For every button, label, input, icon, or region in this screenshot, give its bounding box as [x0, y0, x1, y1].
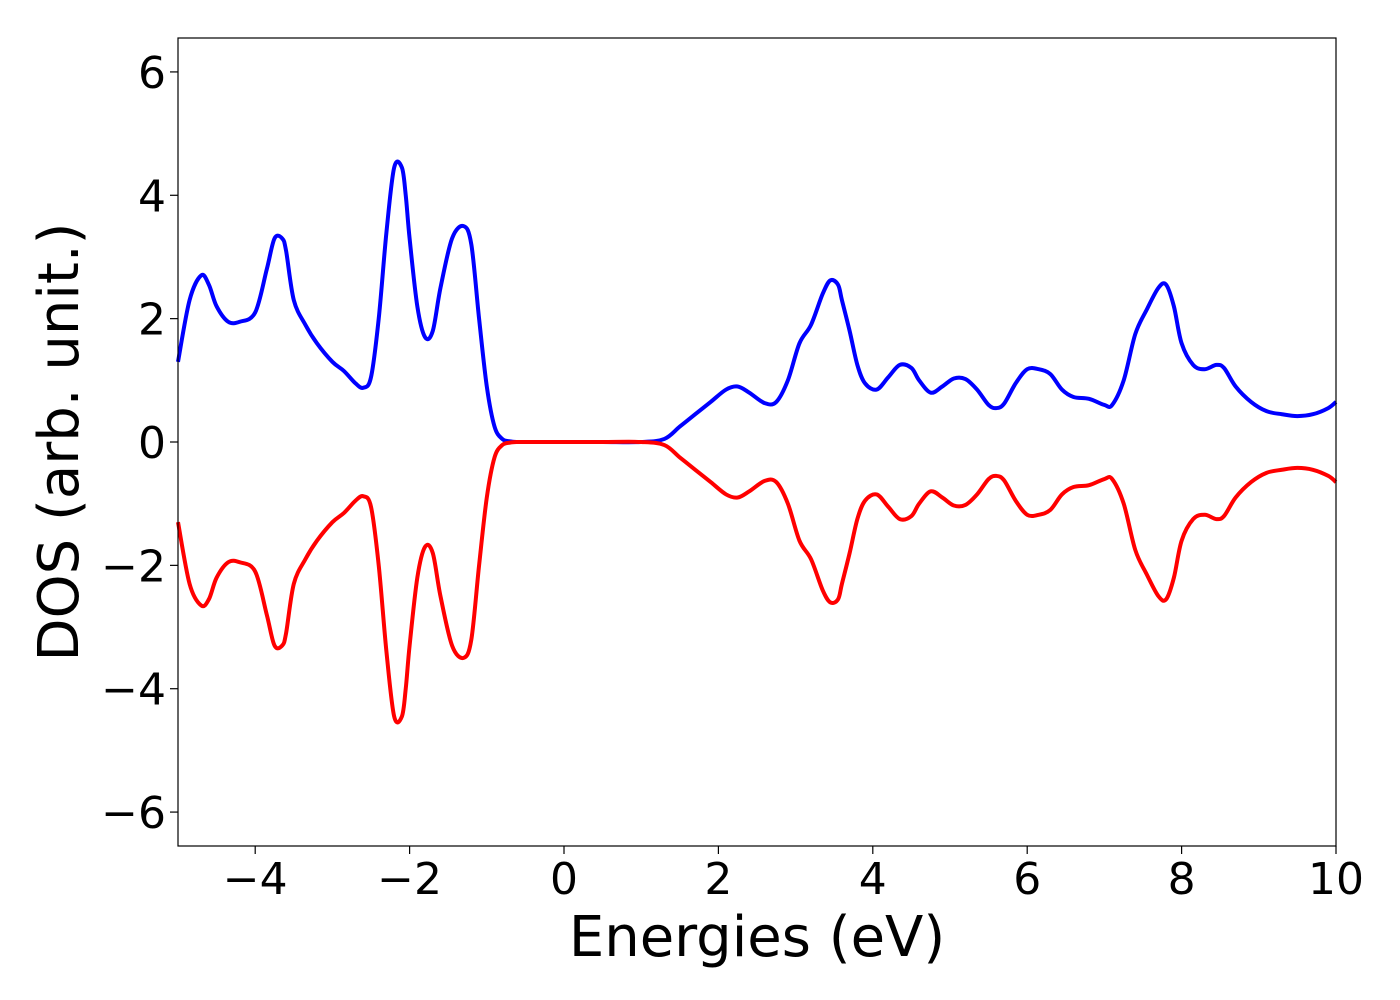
x-tick-label: 6 — [1013, 854, 1041, 905]
y-tick-label: 4 — [138, 171, 166, 222]
x-axis-label: Energies (eV) — [569, 905, 945, 970]
y-tick-label: 2 — [138, 295, 166, 346]
y-tick-label: −2 — [101, 541, 166, 592]
x-tick-label: 10 — [1308, 854, 1364, 905]
x-tick-label: 8 — [1168, 854, 1196, 905]
x-tick-label: 4 — [859, 854, 887, 905]
y-axis-ticks: −6 −4 −2 0 2 4 6 — [101, 48, 178, 839]
series-layer — [176, 159, 1338, 725]
y-axis-label: DOS (arb. unit.) — [27, 222, 92, 661]
x-axis-ticks: −4 −2 0 2 4 6 8 10 — [223, 846, 1364, 905]
x-tick-label: −2 — [377, 854, 442, 905]
x-tick-label: 0 — [550, 854, 578, 905]
series-line-2 — [176, 439, 1338, 725]
y-tick-label: 0 — [138, 418, 166, 469]
series-line-1 — [176, 159, 1338, 445]
x-tick-label: −4 — [223, 854, 288, 905]
y-tick-label: −6 — [101, 788, 166, 839]
x-tick-label: 2 — [704, 854, 732, 905]
y-tick-label: 6 — [138, 48, 166, 99]
y-tick-label: −4 — [101, 665, 166, 716]
